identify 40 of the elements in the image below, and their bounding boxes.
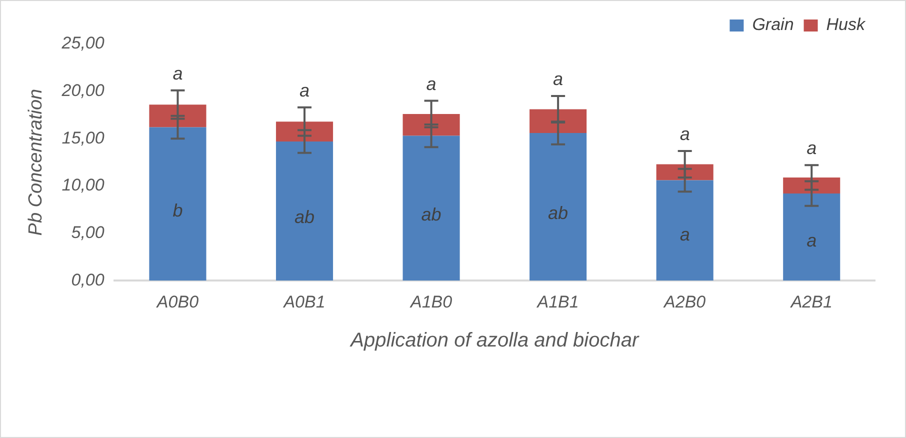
x-tick-label: A2B0: [663, 292, 706, 312]
bar: [402, 136, 460, 281]
y-tick-label: 10,00: [62, 176, 105, 195]
bar: [656, 164, 714, 180]
legend-label: Grain: [752, 15, 794, 34]
annotation: a: [680, 224, 690, 244]
x-tick-label: A0B0: [156, 292, 200, 312]
bar: [276, 122, 334, 142]
bar: [276, 141, 334, 281]
annotation: ab: [294, 206, 315, 227]
bar: [783, 194, 840, 281]
bar: [530, 132, 587, 281]
y-tick-label: 20,00: [60, 81, 105, 100]
legend-label: Husk: [826, 15, 866, 34]
annotation: a: [426, 74, 436, 94]
y-tick-label: 0,00: [71, 270, 105, 290]
annotation: ab: [421, 204, 442, 224]
annotation: a: [300, 80, 310, 100]
x-tick-label: A0B1: [282, 292, 326, 312]
bar: [149, 104, 206, 128]
annotation: a: [172, 63, 183, 84]
bar: [783, 177, 840, 194]
y-tick-label: 15,00: [62, 128, 105, 148]
x-tick-label: A1B1: [536, 292, 579, 312]
annotation: b: [172, 200, 183, 221]
y-tick-label: 25,00: [60, 34, 105, 53]
bar: [149, 127, 206, 281]
x-tick-label: A1B0: [409, 292, 453, 312]
annotation: ab: [548, 203, 568, 224]
x-tick-label: A2B1: [790, 292, 832, 312]
annotation: a: [680, 124, 690, 144]
y-tick-label: 5,00: [71, 223, 105, 242]
bar: [656, 180, 714, 281]
annotation: a: [806, 230, 817, 250]
x-axis-title: Application of azolla and biochar: [350, 330, 640, 352]
bar: [402, 114, 460, 136]
bar: [530, 109, 587, 133]
y-axis-title: Pb Concentration: [26, 88, 47, 236]
annotation: a: [806, 138, 817, 158]
annotation: a: [553, 69, 564, 90]
